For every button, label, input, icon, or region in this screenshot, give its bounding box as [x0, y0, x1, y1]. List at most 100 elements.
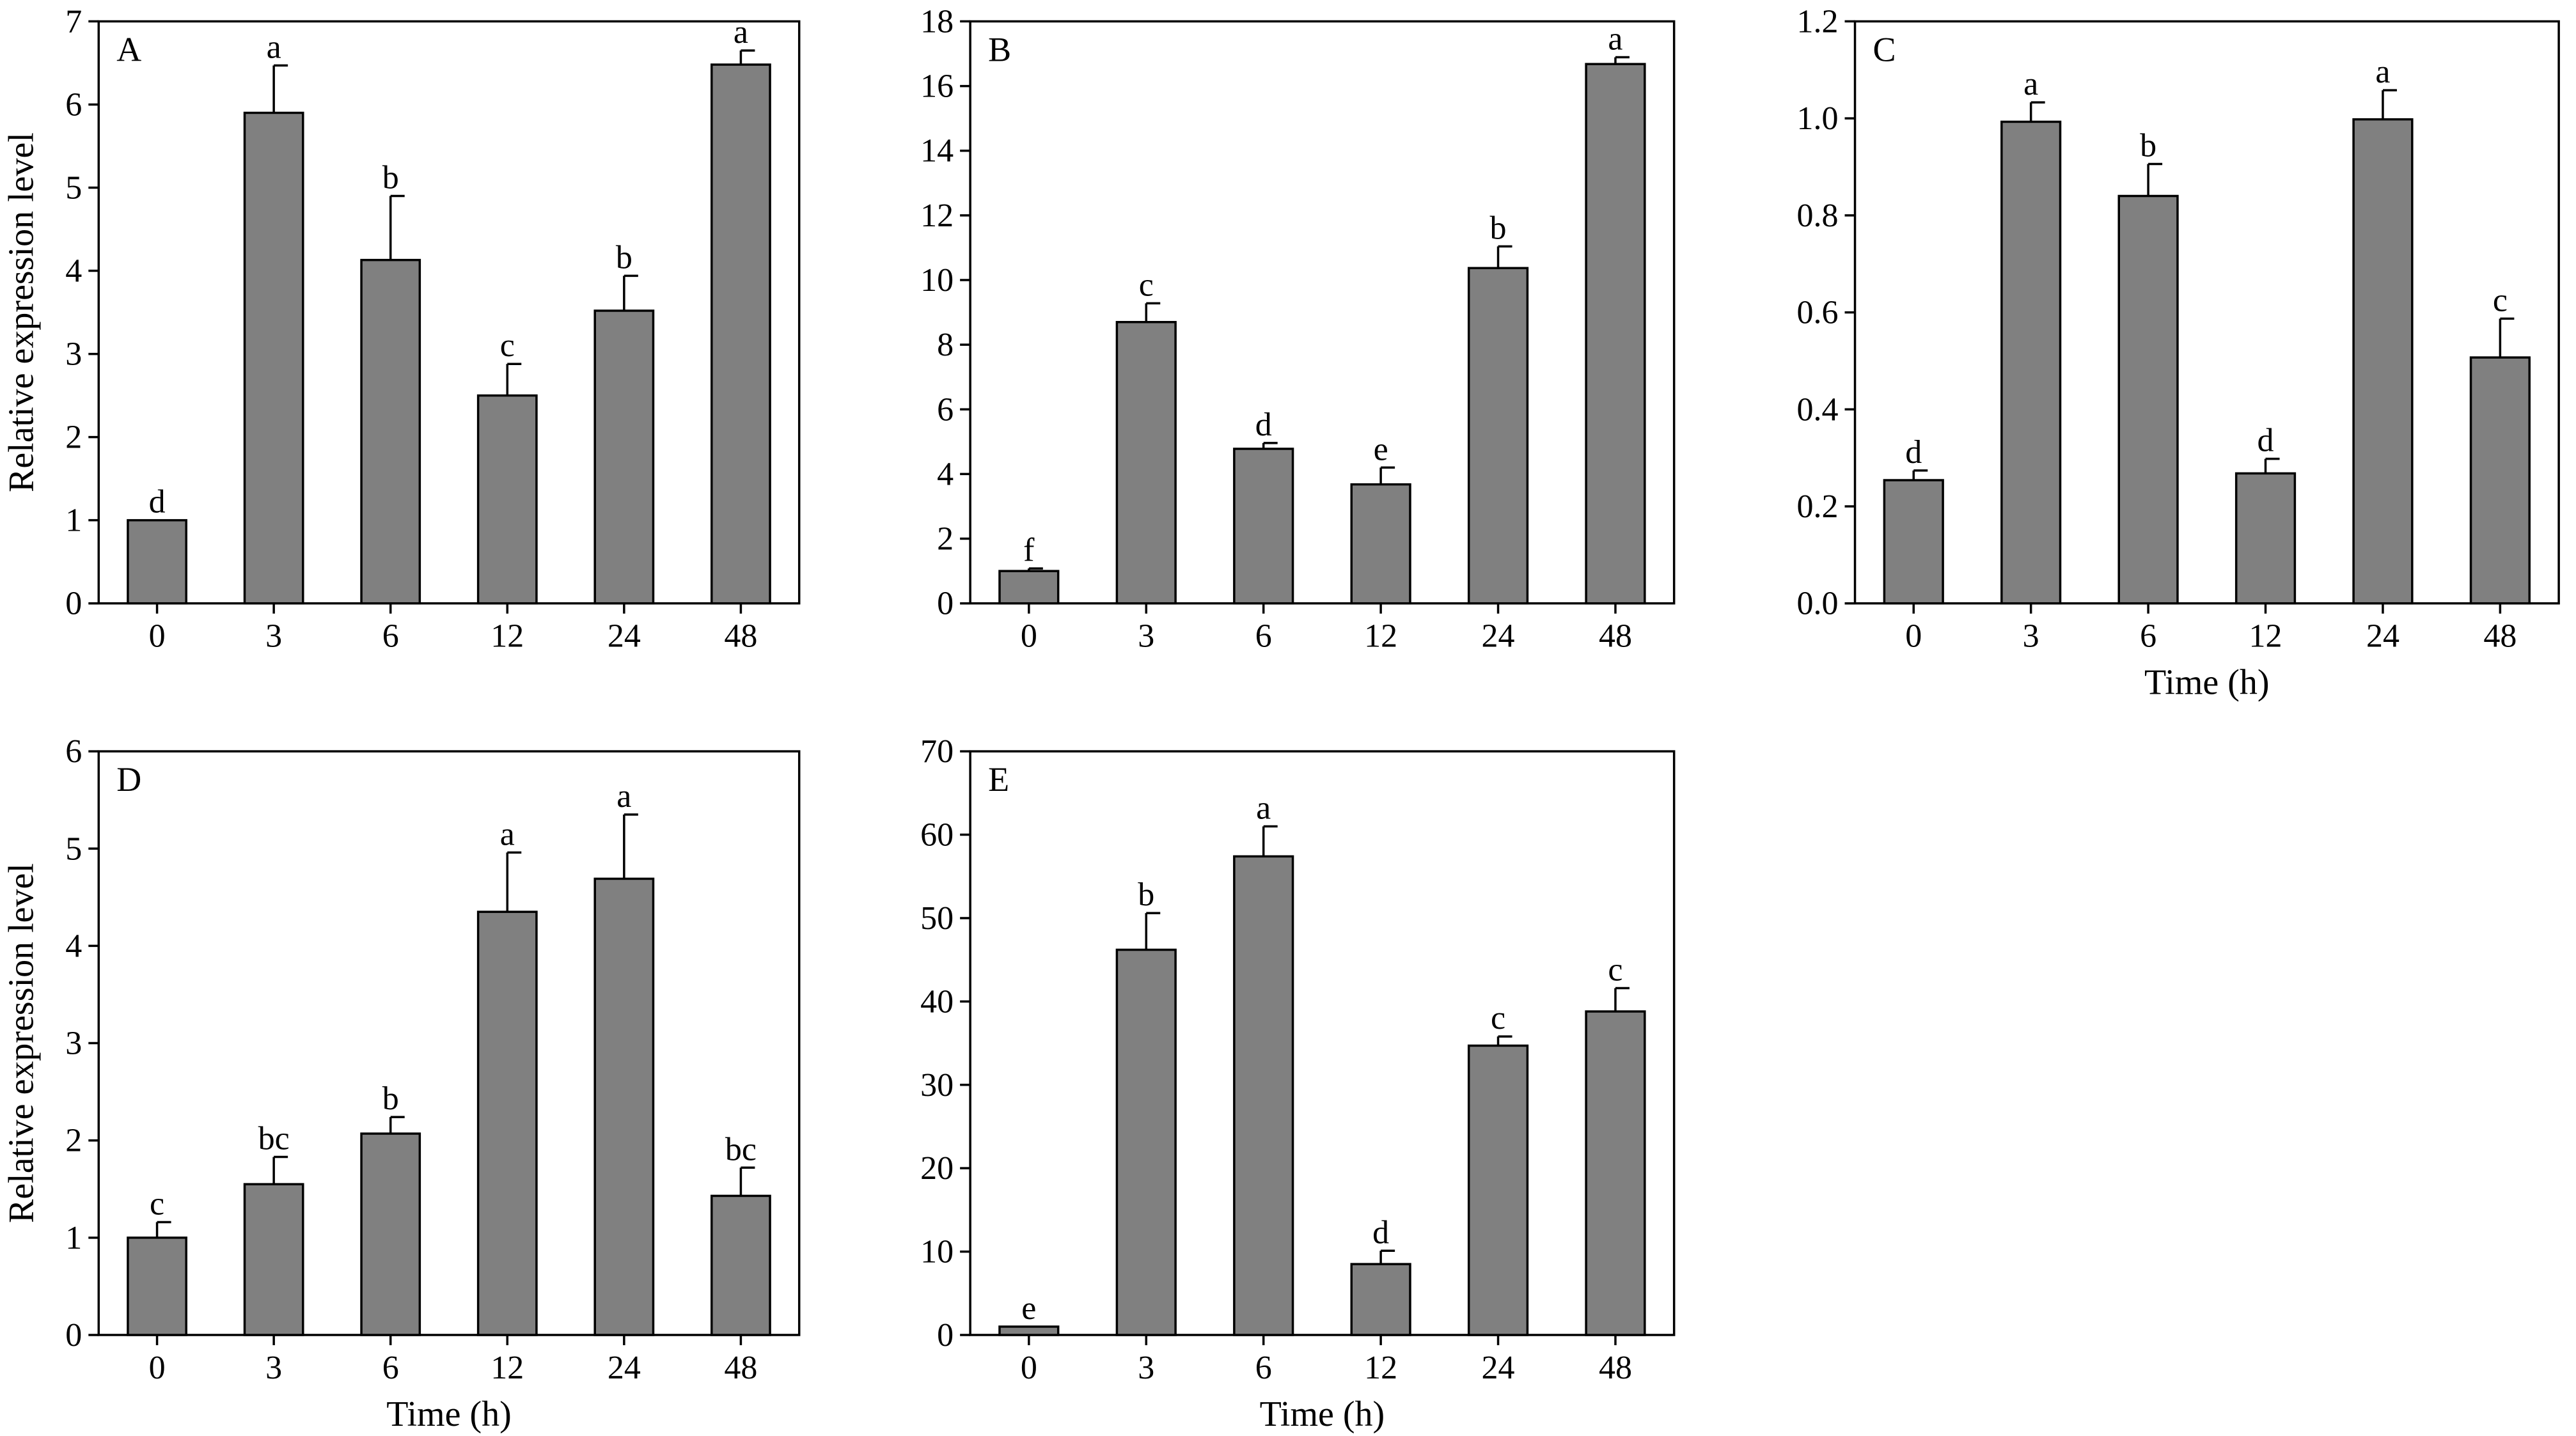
significance-letter: e — [1021, 1290, 1036, 1327]
significance-letter: a — [2375, 54, 2390, 90]
significance-letter: a — [1256, 790, 1271, 826]
y-axis-title: Relative expression level — [1, 132, 41, 492]
significance-letter: d — [149, 484, 166, 520]
y-tick-label: 0 — [65, 586, 82, 622]
panel-label: E — [988, 760, 1009, 799]
y-tick-label: 1 — [65, 503, 82, 539]
y-tick-label: 40 — [920, 983, 954, 1020]
y-tick-label: 30 — [920, 1067, 954, 1104]
bar — [2117, 194, 2179, 605]
x-tick-label: 6 — [382, 1350, 399, 1386]
x-tick-label: 0 — [1905, 618, 1922, 655]
significance-letter: d — [1905, 434, 1922, 471]
x-tick-label: 48 — [1599, 618, 1632, 655]
x-tick-label: 3 — [1138, 618, 1154, 655]
y-tick-label: 5 — [65, 831, 82, 867]
y-tick-label: 10 — [920, 262, 954, 299]
y-tick-label: 16 — [920, 68, 954, 105]
bar — [1585, 63, 1646, 605]
x-tick-label: 12 — [1364, 618, 1397, 655]
y-tick-label: 6 — [65, 86, 82, 123]
y-tick-label: 70 — [920, 733, 954, 770]
y-tick-label: 6 — [937, 391, 954, 428]
panel-label: D — [116, 760, 141, 799]
x-tick-label: 3 — [265, 618, 282, 655]
x-tick-label: 24 — [2366, 618, 2399, 655]
y-tick-label: 2 — [937, 521, 954, 558]
bar — [2469, 356, 2531, 605]
bar — [360, 1132, 421, 1336]
significance-letter: a — [2023, 66, 2038, 102]
bar — [1233, 448, 1294, 605]
y-tick-label: 8 — [937, 327, 954, 363]
y-tick-label: 18 — [920, 3, 954, 40]
y-tick-label: 2 — [65, 1123, 82, 1159]
bar — [593, 309, 655, 605]
panel-e: 0 10 20 30 40 50 60 70 0 e 3 b 6 a 12 d 24 c 48 c E Time (h) — [920, 733, 1676, 1434]
x-tick-label: 3 — [2023, 618, 2039, 655]
y-tick-label: 0 — [65, 1317, 82, 1354]
significance-letter: a — [734, 14, 748, 51]
panel-label: C — [1873, 30, 1896, 68]
x-tick-label: 6 — [1255, 1350, 1272, 1386]
y-tick-label: 2 — [65, 419, 82, 456]
y-tick-label: 0.2 — [1797, 488, 1839, 525]
significance-letter: d — [2258, 423, 2274, 459]
y-tick-label: 0 — [937, 586, 954, 622]
x-tick-label: 24 — [608, 618, 641, 655]
y-tick-label: 0.6 — [1797, 295, 1839, 331]
x-tick-label: 24 — [1482, 1350, 1515, 1386]
y-tick-label: 1.2 — [1797, 3, 1839, 40]
bar — [1585, 1010, 1646, 1336]
significance-letter: b — [1138, 877, 1154, 913]
plot-frame — [969, 20, 1676, 605]
panel-label: A — [116, 30, 141, 68]
significance-letter: bc — [258, 1121, 290, 1157]
significance-letter: c — [1139, 267, 1154, 303]
x-tick-label: 48 — [724, 618, 757, 655]
y-tick-label: 3 — [65, 1026, 82, 1062]
significance-letter: c — [1608, 951, 1622, 988]
x-tick-label: 0 — [1021, 618, 1037, 655]
y-tick-label: 4 — [65, 928, 82, 964]
significance-letter: b — [1490, 210, 1507, 246]
bar — [1883, 479, 1944, 605]
bar — [998, 1325, 1060, 1336]
bar — [127, 519, 187, 605]
significance-letter: f — [1023, 532, 1035, 568]
significance-letter: b — [382, 1081, 399, 1117]
bar — [998, 570, 1060, 605]
bar — [711, 63, 771, 605]
bar — [360, 258, 421, 605]
significance-letter: b — [382, 160, 399, 196]
x-tick-label: 6 — [2140, 618, 2156, 655]
bar — [243, 111, 304, 605]
y-tick-label: 4 — [65, 253, 82, 290]
x-tick-label: 0 — [149, 618, 166, 655]
y-tick-label: 0.8 — [1797, 198, 1839, 234]
y-tick-label: 1 — [65, 1220, 82, 1256]
x-tick-label: 24 — [1482, 618, 1515, 655]
y-tick-label: 50 — [920, 900, 954, 937]
significance-letter: a — [500, 816, 515, 852]
x-tick-label: 12 — [1364, 1350, 1397, 1386]
bar — [2234, 472, 2297, 605]
significance-letter: bc — [725, 1131, 757, 1167]
x-axis-title: Time (h) — [386, 1394, 512, 1434]
y-tick-label: 0 — [937, 1317, 954, 1354]
significance-letter: e — [1374, 431, 1388, 467]
significance-letter: d — [1372, 1214, 1389, 1251]
x-tick-label: 6 — [1255, 618, 1272, 655]
x-tick-label: 0 — [149, 1350, 166, 1386]
significance-letter: c — [500, 327, 515, 364]
bar — [2000, 120, 2062, 605]
bar — [1115, 948, 1177, 1336]
y-tick-label: 60 — [920, 817, 954, 854]
bar — [1467, 267, 1529, 605]
bar — [1233, 855, 1294, 1336]
x-tick-label: 0 — [1021, 1350, 1037, 1386]
x-tick-label: 48 — [1599, 1350, 1632, 1386]
